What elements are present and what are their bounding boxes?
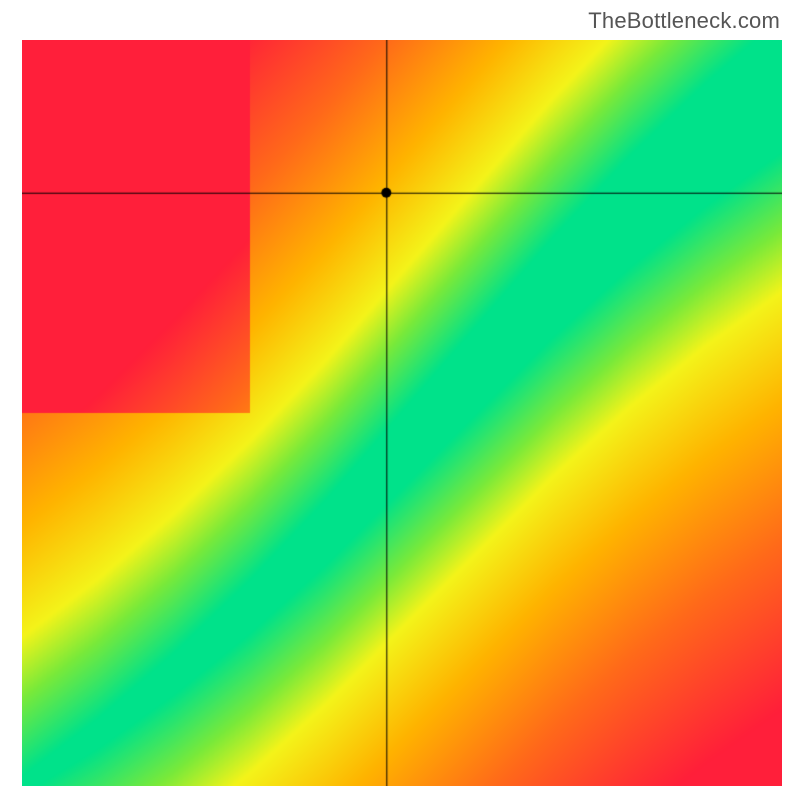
bottleneck-heatmap: [22, 40, 782, 786]
watermark-text: TheBottleneck.com: [588, 8, 780, 34]
